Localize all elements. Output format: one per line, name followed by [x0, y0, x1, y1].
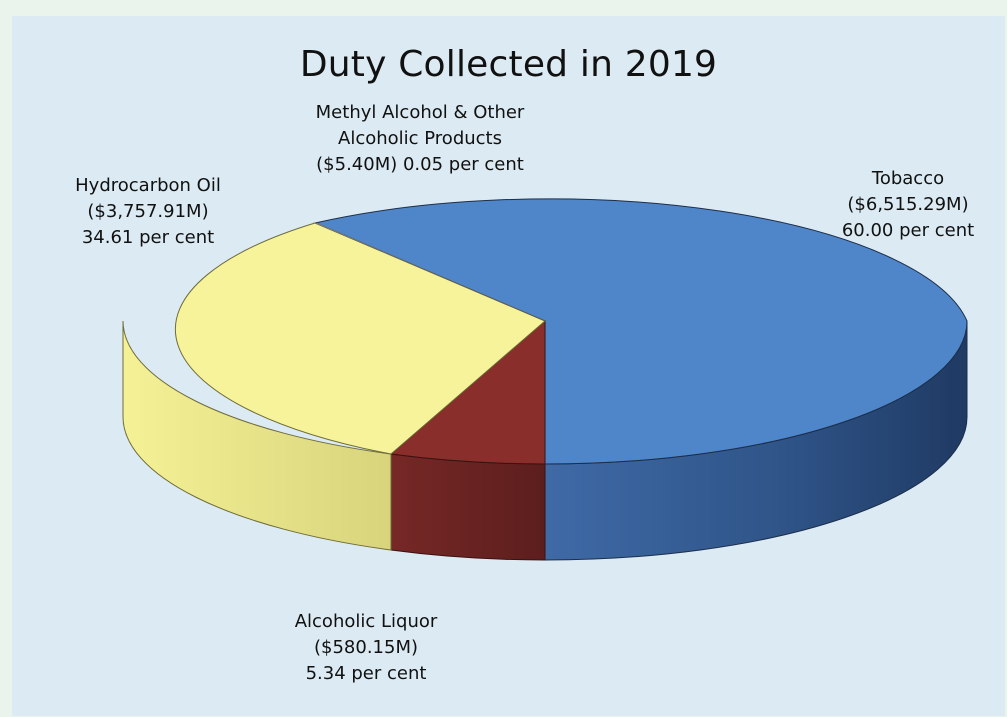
- slice-top-liquor: [389, 319, 546, 465]
- label-tobacco: Tobacco ($6,515.29M) 60.00 per cent: [818, 166, 998, 244]
- label-methyl-line3: ($5.40M) 0.05 per cent: [316, 154, 524, 175]
- label-liquor-value: ($580.15M): [313, 637, 418, 658]
- label-tobacco-value: ($6,515.29M): [847, 194, 969, 215]
- label-methyl-line1: Methyl Alcohol & Other: [315, 102, 525, 123]
- label-hydrocarbon-percent: 34.61 per cent: [81, 227, 215, 248]
- label-hydrocarbon-name: Hydrocarbon Oil: [75, 175, 221, 196]
- label-tobacco-percent: 60.00 per cent: [841, 220, 975, 241]
- pie-chart: [122, 198, 968, 561]
- label-methyl: Methyl Alcohol & Other Alcoholic Product…: [290, 100, 550, 178]
- chart-frame: Duty Collected in 2019: [12, 16, 1005, 716]
- label-liquor: Alcoholic Liquor ($580.15M) 5.34 per cen…: [271, 609, 461, 687]
- slice-top-hydrocarbon: [174, 222, 546, 455]
- label-tobacco-name: Tobacco: [871, 168, 945, 189]
- chart-title: Duty Collected in 2019: [299, 44, 718, 85]
- label-hydrocarbon-value: ($3,757.91M): [87, 201, 209, 222]
- label-liquor-percent: 5.34 per cent: [305, 663, 427, 684]
- slice-top-tobacco: [313, 198, 968, 465]
- slice-top-methyl: [314, 222, 546, 322]
- slice-side-hydrocarbon: [122, 320, 392, 551]
- label-hydrocarbon: Hydrocarbon Oil ($3,757.91M) 34.61 per c…: [58, 173, 238, 251]
- label-methyl-line2: Alcoholic Products: [338, 128, 502, 149]
- label-liquor-name: Alcoholic Liquor: [294, 611, 438, 632]
- slice-side-liquor: [390, 453, 546, 561]
